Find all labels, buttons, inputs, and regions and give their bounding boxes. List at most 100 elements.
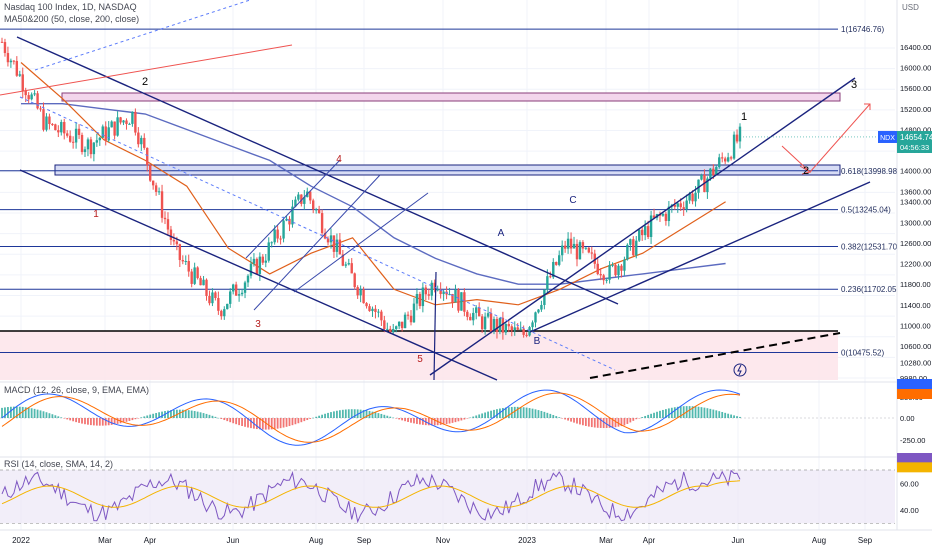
macd-histogram-bar bbox=[95, 418, 98, 426]
macd-histogram-bar bbox=[324, 413, 326, 418]
macd-histogram-bar bbox=[570, 418, 572, 422]
wave-label: C bbox=[569, 195, 576, 206]
candle-body bbox=[498, 317, 502, 332]
macd-histogram-bar bbox=[507, 407, 510, 418]
time-tick: Jun bbox=[227, 536, 240, 545]
macd-histogram-bar bbox=[140, 417, 143, 418]
candle-body bbox=[712, 168, 715, 176]
candle-body bbox=[697, 179, 700, 193]
candle-body bbox=[623, 259, 626, 271]
macd-histogram-bar bbox=[721, 411, 724, 418]
candle-body bbox=[617, 265, 620, 276]
macd-histogram-bar bbox=[362, 409, 365, 418]
candle-body bbox=[706, 178, 709, 193]
price-tick: 14800.00 bbox=[900, 125, 931, 134]
macd-histogram-bar bbox=[377, 413, 380, 418]
candle-body bbox=[163, 217, 167, 220]
macd-histogram-bar bbox=[659, 410, 661, 418]
candle-body bbox=[205, 279, 208, 296]
candle-body bbox=[208, 295, 211, 304]
candle-body bbox=[466, 311, 469, 317]
candle-body bbox=[729, 157, 733, 159]
macd-histogram-bar bbox=[247, 418, 249, 428]
macd-histogram-bar bbox=[629, 418, 632, 423]
price-tick: 11400.00 bbox=[900, 301, 931, 310]
macd-indicator-title[interactable]: MACD (12, 26, close, 9, EMA, EMA) bbox=[4, 385, 150, 395]
macd-histogram-bar bbox=[490, 410, 492, 418]
macd-histogram-bar bbox=[184, 409, 187, 418]
candle-body bbox=[392, 328, 395, 333]
macd-histogram-bar bbox=[413, 418, 415, 424]
candle-body bbox=[389, 328, 392, 333]
macd-histogram-bar bbox=[131, 418, 134, 421]
projection-arrow bbox=[781, 103, 871, 173]
candle-body bbox=[21, 74, 24, 92]
macd-histogram-bar bbox=[75, 418, 77, 423]
macd-histogram-bar bbox=[261, 418, 264, 430]
candle-body bbox=[403, 314, 407, 329]
candle-body bbox=[196, 267, 199, 279]
candle-body bbox=[555, 261, 558, 265]
candle-body bbox=[104, 126, 107, 141]
symbol-title[interactable]: Nasdaq 100 Index, 1D, NASDAQ bbox=[4, 2, 137, 12]
candle-body bbox=[54, 124, 57, 131]
symbol-tag bbox=[878, 130, 897, 143]
candle-body bbox=[638, 229, 641, 241]
macd-histogram-bar bbox=[244, 418, 246, 427]
candle-body bbox=[190, 271, 193, 284]
candle-body bbox=[448, 294, 451, 296]
candle-body bbox=[572, 243, 576, 249]
macd-histogram-bar bbox=[525, 407, 528, 418]
candle-body bbox=[504, 323, 508, 333]
candle-body bbox=[157, 191, 161, 193]
candle-body bbox=[433, 282, 436, 290]
wave-label: B bbox=[534, 336, 541, 347]
time-tick: Nov bbox=[436, 536, 450, 545]
macd-histogram-bar bbox=[540, 410, 543, 418]
macd-histogram-bar bbox=[730, 414, 733, 418]
macd-histogram-bar bbox=[356, 409, 359, 418]
macd-histogram-bar bbox=[638, 418, 641, 419]
candle-body bbox=[661, 213, 665, 216]
macd-histogram-bar bbox=[460, 418, 463, 421]
candle-body bbox=[211, 292, 214, 304]
time-tick: Jun bbox=[732, 536, 745, 545]
candle-body bbox=[614, 264, 617, 276]
pitchfork-line bbox=[253, 174, 381, 311]
rsi-indicator-title[interactable]: RSI (14, close, SMA, 14, 2) bbox=[4, 459, 114, 469]
price-tick: 13000.00 bbox=[900, 218, 931, 227]
macd-histogram-bar bbox=[285, 418, 288, 427]
candle-body bbox=[732, 134, 736, 159]
macd-histogram-bar bbox=[662, 409, 664, 418]
macd-histogram-bar bbox=[656, 411, 658, 418]
macd-histogram-bar bbox=[155, 412, 158, 418]
candle-body bbox=[424, 287, 428, 295]
macd-histogram-bar bbox=[694, 406, 697, 418]
macd-histogram-bar bbox=[430, 418, 433, 426]
time-tick: Apr bbox=[643, 536, 656, 545]
candle-body bbox=[3, 42, 7, 54]
candle-body bbox=[344, 264, 348, 266]
candle-body bbox=[715, 167, 718, 176]
candle-body bbox=[682, 207, 685, 210]
price-tick: 13400.00 bbox=[900, 198, 931, 207]
macd-histogram-bar bbox=[466, 418, 469, 419]
price-tick: 15200.00 bbox=[900, 105, 931, 114]
macd-histogram-bar bbox=[30, 408, 33, 418]
macd-histogram-bar bbox=[270, 418, 273, 430]
rsi-band bbox=[0, 470, 895, 524]
macd-histogram-bar bbox=[667, 408, 670, 418]
ma-indicator-title[interactable]: MA50&200 (50, close, 200, close) bbox=[4, 14, 140, 24]
candle-body bbox=[475, 307, 478, 313]
candle-body bbox=[231, 284, 235, 292]
macd-histogram-bar bbox=[549, 413, 552, 418]
candle-body bbox=[442, 291, 445, 295]
macd-histogram-bar bbox=[27, 407, 30, 418]
macd-histogram-bar bbox=[599, 418, 602, 428]
candle-body bbox=[303, 197, 306, 204]
candle-body bbox=[291, 206, 294, 225]
uptrend-channel-lower bbox=[529, 181, 871, 333]
time-tick: 2022 bbox=[12, 536, 30, 545]
macd-histogram-bar bbox=[620, 418, 623, 427]
